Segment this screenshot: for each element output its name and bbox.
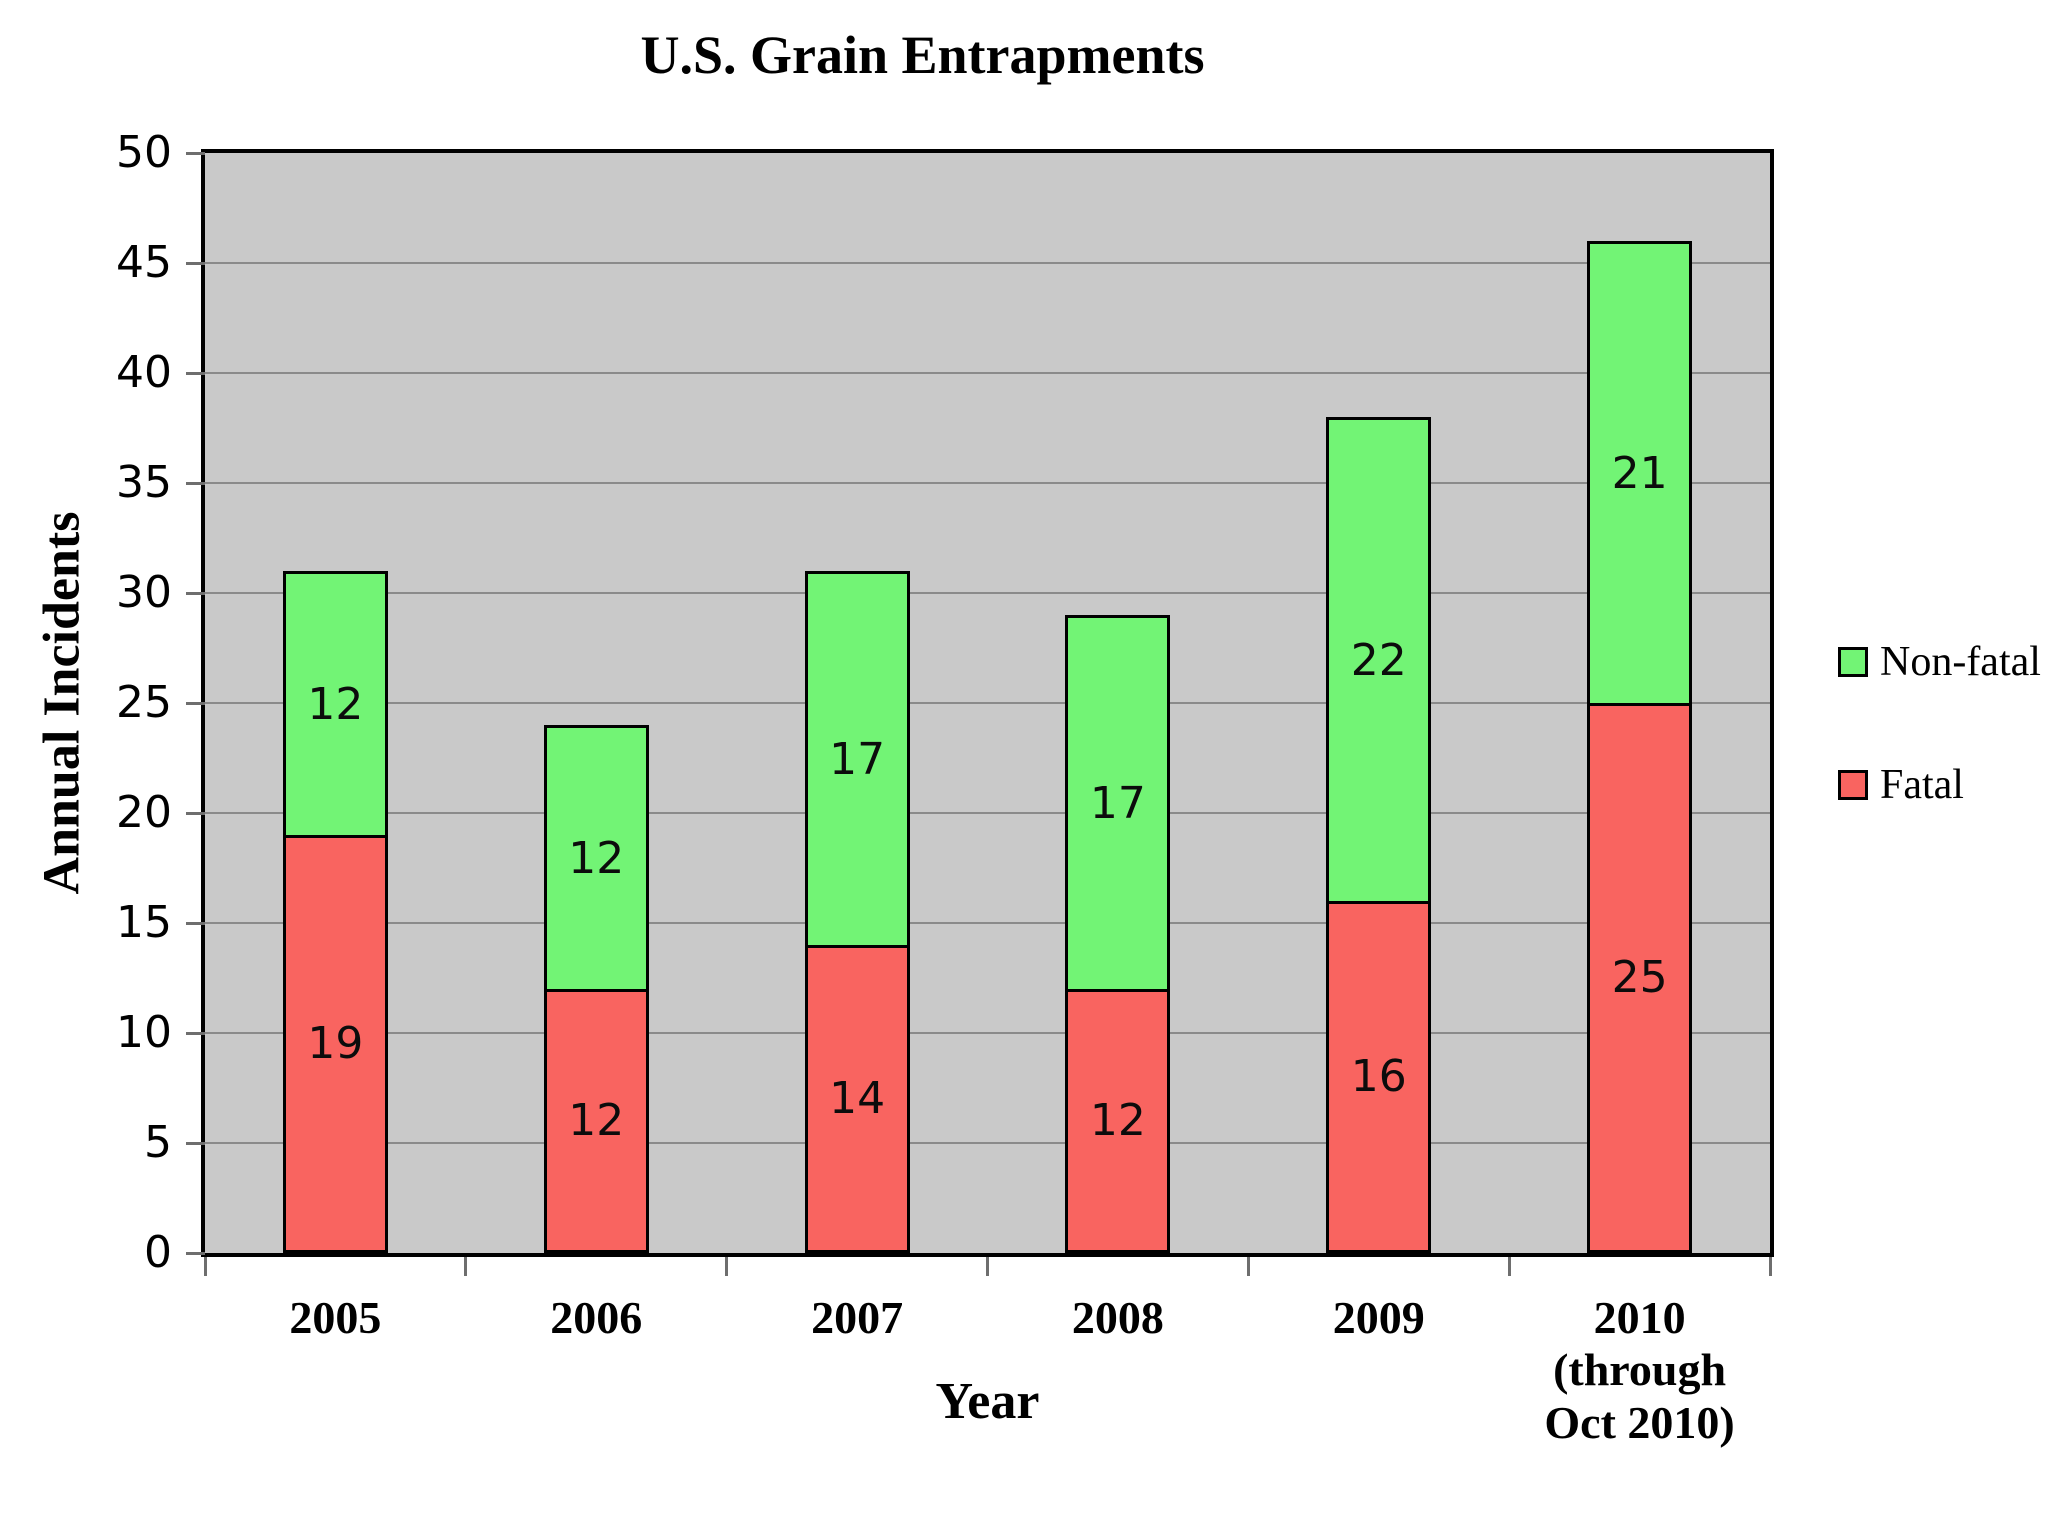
x-tick-mark-4 [1246,1257,1250,1276]
y-tick-label-40: 40 [116,347,172,398]
y-tick-label-5: 5 [144,1117,172,1168]
bar-2009: 22 16 [1326,417,1432,1253]
x-tick-mark-3 [986,1257,989,1276]
y-tick-mark-5 [186,1141,205,1145]
legend-label-fatal: Fatal [1880,762,1964,808]
x-tick-mark-2 [725,1257,729,1276]
segment-label-nonfatal: 12 [307,678,364,730]
x-cat-label-2010: 2010 (through Oct 2010) [1544,1292,1735,1448]
y-tick-label-15: 15 [116,897,172,948]
segment-fatal-2005: 19 [282,835,388,1253]
x-tick-mark-6 [1768,1257,1772,1276]
segment-fatal-2009: 16 [1326,901,1432,1253]
legend: Non-fatal Fatal [1838,638,2064,858]
y-tick-mark-50 [186,151,205,155]
y-tick-label-0: 0 [144,1227,172,1278]
y-tick-mark-30 [186,591,205,595]
segment-fatal-2008: 12 [1065,989,1171,1253]
segment-label-fatal: 25 [1611,952,1668,1003]
segment-label-nonfatal: 22 [1350,634,1407,686]
chart-title: U.S. Grain Entrapments [640,25,1205,85]
segment-nonfatal-2008: 17 [1065,615,1171,989]
segment-label-nonfatal: 12 [568,832,625,884]
y-tick-mark-25 [186,701,205,705]
gridline-35 [205,482,1770,484]
segment-label-fatal: 12 [1089,1095,1146,1146]
segment-label-fatal: 12 [568,1095,625,1146]
gridline-5 [205,1142,1770,1144]
x-cat-label-2009: 2009 [1332,1292,1425,1343]
segment-fatal-2007: 14 [804,945,910,1253]
y-tick-label-45: 45 [116,237,172,288]
legend-item-non-fatal: Non-fatal [1838,638,2041,686]
bar-2010: 21 25 [1587,241,1693,1253]
y-tick-mark-40 [186,371,205,375]
segment-fatal-2010: 25 [1587,703,1693,1253]
y-tick-label-35: 35 [116,457,172,508]
y-tick-label-10: 10 [116,1007,172,1058]
y-tick-mark-10 [186,1031,205,1035]
gridline-15 [205,922,1770,924]
y-tick-mark-15 [186,921,205,925]
y-tick-mark-0 [186,1251,205,1255]
x-cat-label-2007: 2007 [811,1292,904,1343]
legend-label-non-fatal: Non-fatal [1880,639,2041,685]
legend-swatch-non-fatal [1838,647,1868,677]
x-cat-label-2006: 2006 [550,1292,643,1343]
bar-2008: 17 12 [1065,615,1171,1253]
segment-label-nonfatal: 17 [829,733,886,785]
x-tick-mark-5 [1507,1257,1511,1276]
x-tick-mark-1 [464,1257,468,1276]
y-tick-label-20: 20 [116,787,172,838]
gridline-20 [205,812,1770,814]
segment-nonfatal-2007: 17 [804,571,910,945]
segment-label-fatal: 19 [307,1018,364,1069]
y-tick-mark-20 [186,811,205,815]
segment-label-nonfatal: 21 [1611,447,1668,499]
gridline-30 [205,592,1770,594]
gridline-10 [205,1032,1770,1034]
segment-fatal-2006: 12 [543,989,649,1253]
segment-label-nonfatal: 17 [1089,777,1146,829]
gridline-25 [205,702,1770,704]
gridline-40 [205,372,1770,374]
y-tick-mark-45 [186,261,205,265]
segment-nonfatal-2009: 22 [1326,417,1432,901]
bar-2007: 17 14 [804,571,910,1253]
legend-item-fatal: Fatal [1838,761,1964,809]
x-axis-title: Year [935,1373,1040,1430]
legend-swatch-fatal [1838,770,1868,800]
segment-label-fatal: 16 [1350,1051,1407,1102]
bar-2005: 12 19 [282,571,388,1253]
segment-nonfatal-2010: 21 [1587,241,1693,703]
y-tick-label-25: 25 [116,677,172,728]
segment-label-fatal: 14 [829,1073,886,1124]
plot-area: 12 19 12 12 17 14 17 12 22 16 21 25 [201,149,1774,1257]
x-cat-label-2005: 2005 [289,1292,382,1343]
y-tick-label-50: 50 [116,127,172,178]
gridline-45 [205,262,1770,264]
x-tick-mark-0 [203,1257,207,1276]
x-cat-label-2008: 2008 [1071,1292,1164,1343]
segment-nonfatal-2006: 12 [543,725,649,989]
segment-nonfatal-2005: 12 [282,571,388,835]
y-tick-mark-35 [186,481,205,485]
bar-2006: 12 12 [543,725,649,1253]
y-tick-label-30: 30 [116,567,172,618]
